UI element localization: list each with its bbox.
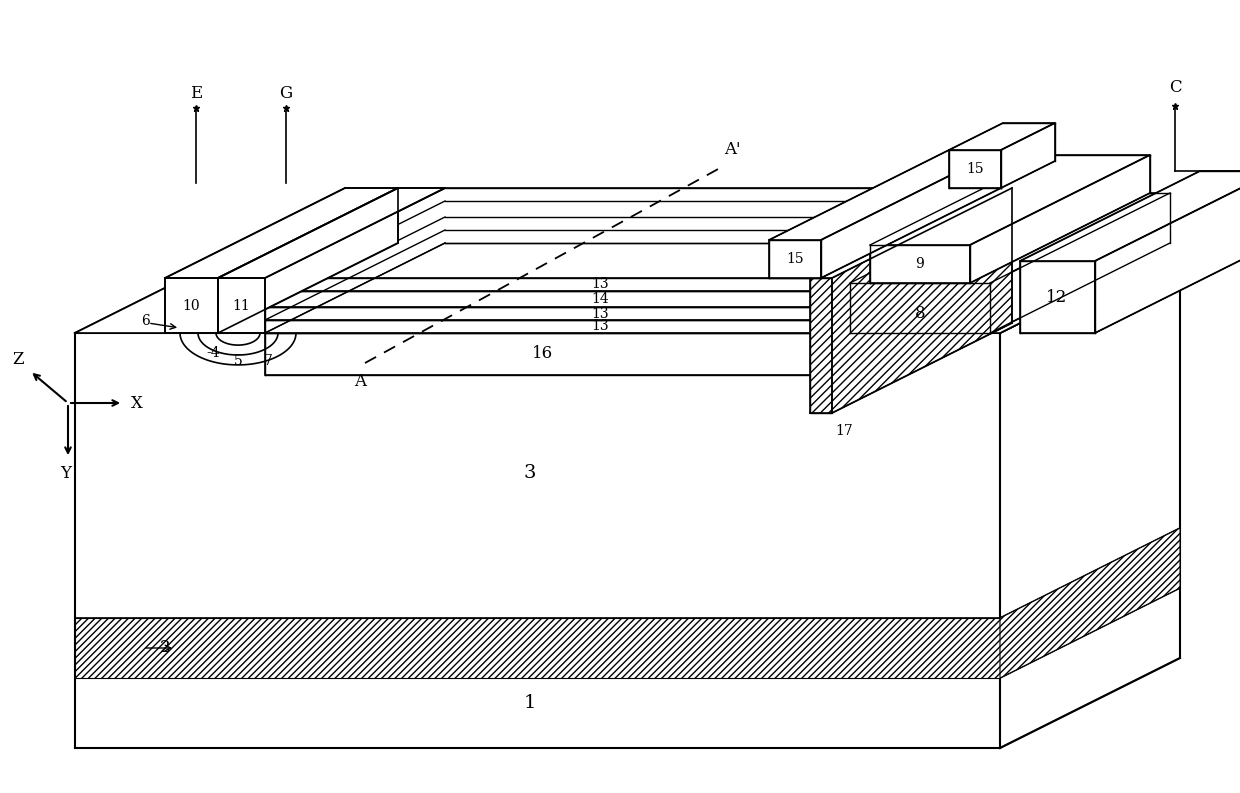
Text: 12: 12 [1047,289,1068,305]
Polygon shape [999,243,1180,748]
Text: 15: 15 [786,252,804,266]
Polygon shape [218,188,445,278]
Polygon shape [74,333,999,748]
Polygon shape [810,278,832,413]
Polygon shape [1001,123,1055,188]
Text: G: G [279,85,293,102]
Text: A: A [353,373,366,389]
Polygon shape [265,188,999,278]
Polygon shape [769,150,1001,240]
Polygon shape [265,217,999,307]
Text: C: C [1168,79,1182,97]
Polygon shape [970,155,1149,283]
Text: 13: 13 [591,278,609,292]
Polygon shape [165,188,398,278]
Text: 10: 10 [182,298,200,312]
Text: 6: 6 [140,314,149,328]
Polygon shape [218,188,398,333]
Text: -4: -4 [206,346,219,360]
Text: 17: 17 [835,424,853,438]
Polygon shape [821,150,1001,278]
Polygon shape [265,320,820,333]
Text: A': A' [724,141,740,159]
Polygon shape [74,618,999,678]
Polygon shape [949,123,1055,150]
Text: 15: 15 [966,162,983,176]
Polygon shape [769,240,821,278]
Text: 3: 3 [523,464,536,482]
Text: 13: 13 [591,320,609,334]
Polygon shape [218,278,265,333]
Text: 5: 5 [233,354,242,368]
Polygon shape [870,155,1149,245]
Text: X: X [131,394,143,412]
Text: 16: 16 [532,346,553,362]
Text: 9: 9 [915,257,924,271]
Text: 14: 14 [591,292,609,306]
Text: 13: 13 [591,307,609,320]
Polygon shape [74,243,1180,333]
Text: 2: 2 [160,639,170,657]
Polygon shape [849,193,1171,283]
Text: 1: 1 [523,694,536,712]
Polygon shape [870,245,970,283]
Polygon shape [999,528,1180,678]
Polygon shape [265,307,820,320]
Text: 7: 7 [264,354,273,368]
Polygon shape [265,230,999,320]
Polygon shape [990,193,1171,333]
Polygon shape [832,188,1012,413]
Text: Z: Z [12,351,24,367]
Text: E: E [190,85,202,102]
Text: 11: 11 [232,298,250,312]
Text: Y: Y [61,465,72,481]
Polygon shape [265,201,999,291]
Polygon shape [1095,171,1240,333]
Polygon shape [1021,171,1240,261]
Polygon shape [265,278,820,291]
Polygon shape [165,278,218,333]
Polygon shape [949,150,1001,188]
Polygon shape [265,333,820,375]
Polygon shape [265,291,820,307]
Polygon shape [265,243,999,333]
Text: 8: 8 [915,305,925,321]
Polygon shape [1021,261,1095,333]
Polygon shape [849,283,990,333]
